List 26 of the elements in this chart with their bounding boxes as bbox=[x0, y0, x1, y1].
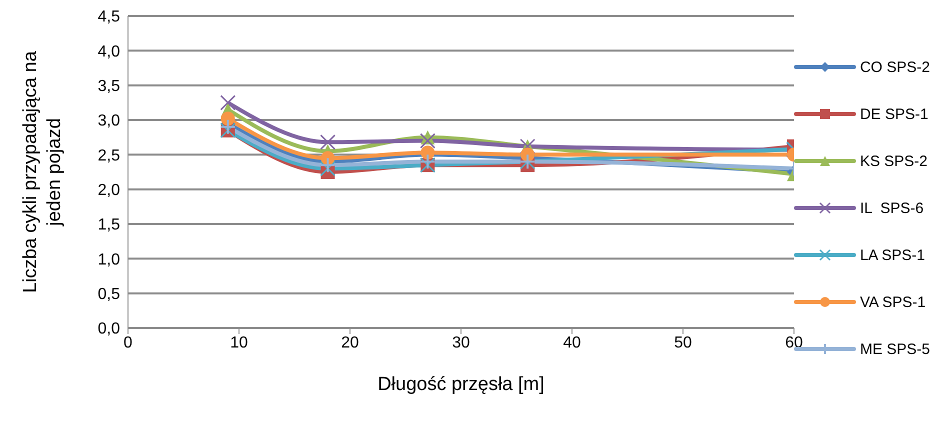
legend-label: LA SPS-1 bbox=[860, 246, 926, 264]
x-axis-title: Długość przęsła [m] bbox=[378, 374, 544, 395]
x-tick-label: 20 bbox=[341, 334, 359, 352]
y-tick-label: 2,0 bbox=[98, 182, 120, 200]
legend-label: VA SPS-1 bbox=[860, 294, 926, 310]
y-tick-label: 1,0 bbox=[98, 251, 120, 268]
y-tick-label: 1,5 bbox=[98, 216, 120, 234]
y-tick-label: 3,0 bbox=[98, 112, 120, 130]
x-tick-label: 60 bbox=[785, 334, 803, 352]
legend-label: KS SPS-2 bbox=[860, 152, 928, 170]
x-tick-label: 0 bbox=[124, 334, 133, 352]
y-axis-title: Liczba cykli przypadająca na jeden pojazd bbox=[20, 50, 65, 293]
y-tick-label: 4,5 bbox=[98, 8, 120, 26]
y-tick-label: 3,5 bbox=[98, 78, 120, 96]
x-tick-label: 50 bbox=[674, 334, 692, 352]
x-tick-label: 30 bbox=[452, 334, 470, 352]
legend-label: IL SPS-6 bbox=[860, 200, 924, 216]
y-tick-label: 0,0 bbox=[98, 320, 120, 338]
x-tick-label: 10 bbox=[230, 334, 248, 352]
y-tick-label: 2,5 bbox=[98, 147, 120, 164]
legend-label: ME SPS-5 bbox=[860, 340, 930, 358]
y-tick-label: 4,0 bbox=[98, 43, 120, 60]
legend-label: DE SPS-1 bbox=[860, 106, 928, 122]
legend-label: CO SPS-2 bbox=[860, 58, 930, 76]
y-tick-label: 0,5 bbox=[98, 286, 120, 304]
x-tick-label: 40 bbox=[563, 334, 581, 352]
